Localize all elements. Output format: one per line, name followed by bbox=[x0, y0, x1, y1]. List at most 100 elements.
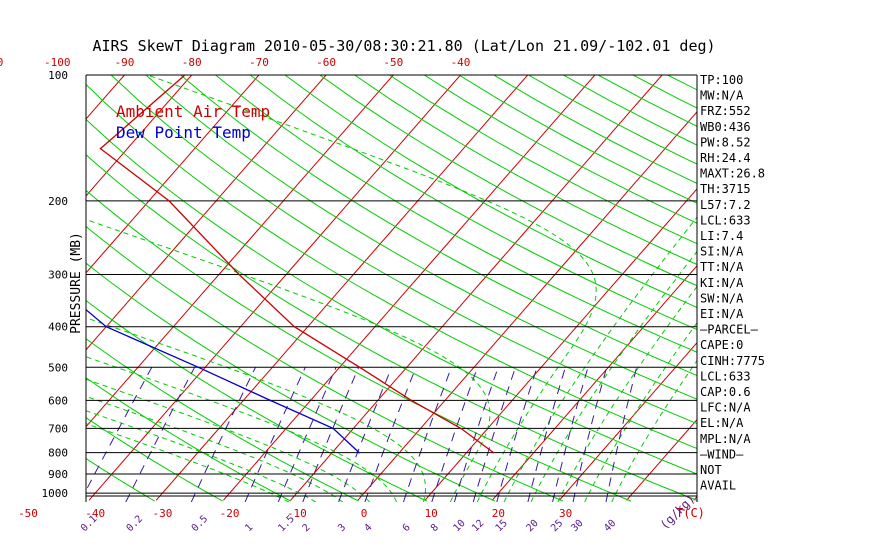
dry-adiabat-line bbox=[284, 75, 697, 308]
index-item: SW:N/A bbox=[700, 291, 744, 305]
top-temp-tick-label: -50 bbox=[383, 56, 403, 69]
dry-adiabat-line bbox=[86, 189, 632, 502]
profile-series bbox=[20, 74, 495, 454]
moist-adiabat-line bbox=[147, 75, 597, 502]
pressure-tick-label: 400 bbox=[48, 321, 68, 334]
mixing-ratio-line bbox=[277, 367, 337, 502]
isotherm-line bbox=[491, 265, 697, 501]
dry-adiabat-line bbox=[86, 83, 697, 450]
dew-point-temp-point bbox=[269, 399, 272, 402]
moist-adiabat-line bbox=[557, 285, 697, 502]
dew-point-temp-point bbox=[83, 74, 85, 76]
isotherm-line bbox=[86, 75, 327, 351]
index-item: LI:7.4 bbox=[700, 229, 743, 243]
mixing-ratio-label: 30 bbox=[569, 518, 585, 534]
mixing-ratio-label: 4 bbox=[362, 522, 374, 534]
mixing-ratio-line bbox=[125, 367, 196, 502]
isotherm-line bbox=[86, 75, 260, 274]
dew-point-temp-point bbox=[332, 427, 335, 430]
top-temp-tick-label: -70 bbox=[249, 56, 269, 69]
dry-adiabat-line bbox=[737, 75, 870, 501]
index-item: SI:N/A bbox=[700, 245, 744, 259]
dry-adiabat-line bbox=[842, 75, 870, 501]
isotherm-line bbox=[357, 111, 697, 501]
mixing-ratio-label: 12 bbox=[470, 518, 486, 534]
isotherm-line bbox=[155, 75, 529, 501]
pressure-tick-label: 500 bbox=[48, 361, 68, 374]
mixing-ratio-label: 8 bbox=[429, 522, 441, 534]
mixing-ratio-label: 25 bbox=[549, 518, 565, 534]
pressure-tick-label: 900 bbox=[48, 468, 68, 481]
mixing-ratio-line bbox=[572, 367, 608, 502]
mixing-ratio-label: 2 bbox=[301, 522, 313, 534]
bottom-temp-tick-label: -20 bbox=[220, 507, 240, 520]
bottom-temp-tick-label: -40 bbox=[85, 507, 105, 520]
index-item: CAP:0.6 bbox=[700, 385, 751, 399]
pressure-tick-label: 100 bbox=[48, 69, 68, 82]
dry-adiabat-line bbox=[86, 338, 360, 502]
mixing-ratio-label: 40 bbox=[602, 518, 618, 534]
moist-adiabat-line bbox=[86, 423, 290, 502]
mixing-ratio-label: 0.5 bbox=[190, 514, 211, 535]
dry-adiabat-line bbox=[772, 75, 870, 501]
mixing-ratio-line bbox=[86, 367, 153, 492]
dew-point-temp-point bbox=[32, 241, 34, 243]
dew-point-temp-point bbox=[197, 366, 200, 369]
mixing-ratio-line bbox=[605, 367, 638, 502]
index-item: AVAIL bbox=[700, 479, 736, 493]
pressure-lines bbox=[86, 74, 697, 497]
index-item: EL:N/A bbox=[700, 416, 744, 430]
ambient-air-temp-point bbox=[99, 147, 102, 150]
ambient-air-temp-point bbox=[293, 325, 296, 328]
moist-adiabat-line bbox=[86, 378, 371, 502]
ambient-air-temp-point bbox=[168, 200, 170, 202]
ambient-air-temp-point bbox=[410, 399, 413, 402]
index-item: —WIND— bbox=[700, 447, 744, 461]
isotherm-line bbox=[626, 418, 697, 501]
index-item: MPL:N/A bbox=[700, 432, 751, 446]
mixing-ratio-line bbox=[302, 367, 360, 502]
chart-title: AIRS SkewT Diagram 2010-05-30/08:30:21.8… bbox=[92, 37, 715, 55]
isotherm-line bbox=[761, 75, 870, 500]
index-item: LFC:N/A bbox=[700, 401, 751, 415]
ambient-air-temp-line bbox=[99, 75, 494, 454]
index-item: TH:3715 bbox=[700, 182, 751, 196]
dry-adiabat-line bbox=[180, 75, 697, 377]
dry-adiabat-line bbox=[86, 299, 428, 502]
mixing-ratio-label: 10 bbox=[451, 518, 467, 534]
pressure-tick-label: 200 bbox=[48, 195, 68, 208]
dry-adiabat-line bbox=[86, 225, 564, 502]
bottom-temp-tick-label: 10 bbox=[425, 507, 438, 520]
bottom-temp-tick-label: 0 bbox=[361, 507, 368, 520]
index-item: NOT bbox=[700, 463, 722, 477]
mixing-ratio-label: 1 bbox=[243, 522, 255, 534]
ambient-air-temp-point bbox=[358, 366, 361, 369]
dew-point-temp-point bbox=[20, 200, 22, 202]
temperature-unit-label: T(C) bbox=[676, 506, 705, 520]
isotherm-line bbox=[0, 75, 57, 500]
top-temperature-axis: -120-110-100-90-80-70-60-50-40 bbox=[0, 56, 470, 69]
dry-adiabat-line bbox=[807, 75, 870, 501]
index-item: MW:N/A bbox=[700, 89, 744, 103]
index-item: LCL:633 bbox=[700, 369, 751, 383]
dry-adiabat-line bbox=[354, 75, 697, 266]
mixing-ratio-label: 6 bbox=[401, 522, 413, 534]
ambient-air-temp-point bbox=[492, 451, 495, 454]
mixing-ratio-line bbox=[496, 367, 538, 502]
index-item: RH:24.4 bbox=[700, 151, 751, 165]
bottom-temp-tick-label: -50 bbox=[18, 507, 38, 520]
mixing-ratio-line bbox=[552, 367, 589, 502]
legend-ambient-air-temp: Ambient Air Temp bbox=[116, 102, 270, 121]
index-item: CAPE:0 bbox=[700, 338, 743, 352]
isotherm-line bbox=[424, 188, 697, 501]
index-item: PW:8.52 bbox=[700, 135, 751, 149]
ambient-air-temp-point bbox=[460, 427, 462, 430]
ambient-air-temp-point bbox=[238, 273, 240, 276]
moist-adiabat-line bbox=[86, 218, 491, 502]
dry-adiabat-line bbox=[86, 377, 292, 502]
pressure-tick-label: 300 bbox=[48, 269, 68, 282]
pressure-axis: 100 200 300 400 500 600 700 800 900 1000 bbox=[42, 69, 69, 500]
index-item: CINH:7775 bbox=[700, 354, 765, 368]
ambient-air-temp-point bbox=[206, 240, 209, 243]
